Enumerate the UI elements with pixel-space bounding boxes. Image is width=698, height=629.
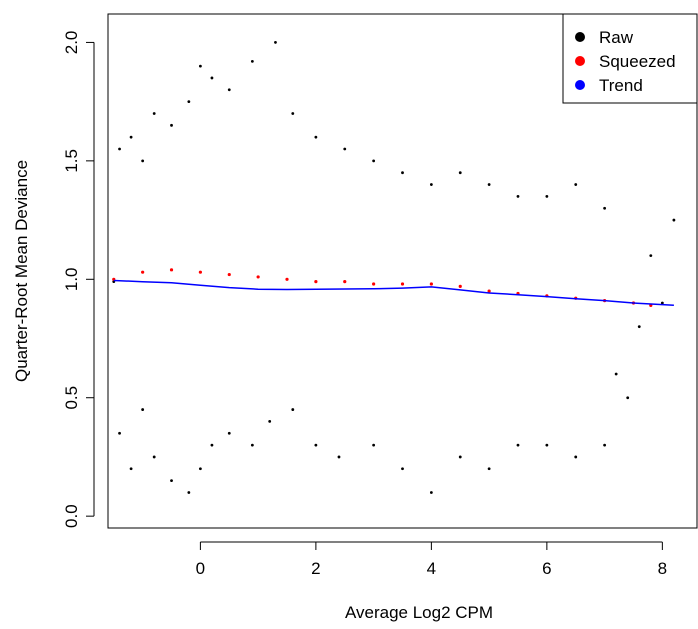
raw-point xyxy=(401,467,404,471)
raw-point xyxy=(227,88,231,92)
raw-point xyxy=(291,112,295,115)
squeezed-point xyxy=(429,282,433,286)
raw-points-layer xyxy=(112,41,676,494)
legend-squeezed-label: Squeezed xyxy=(599,52,676,71)
legend-squeezed-marker xyxy=(575,56,585,66)
raw-point xyxy=(614,372,618,376)
raw-point xyxy=(314,443,318,447)
raw-point xyxy=(198,467,202,471)
raw-point xyxy=(141,408,145,411)
raw-point xyxy=(118,147,121,151)
raw-point xyxy=(129,135,133,139)
raw-point xyxy=(372,159,376,163)
raw-point xyxy=(487,467,491,471)
squeezed-point xyxy=(314,280,318,284)
x-axis-label: Average Log2 CPM xyxy=(345,603,493,622)
raw-point xyxy=(343,147,347,151)
plot-frame xyxy=(107,13,698,529)
squeezed-point xyxy=(285,277,289,281)
raw-point xyxy=(250,443,254,447)
legend-trend-label: Trend xyxy=(599,76,643,95)
raw-point xyxy=(672,218,676,222)
squeezed-point xyxy=(198,270,202,274)
raw-point xyxy=(429,491,433,494)
y-tick-label: 1.5 xyxy=(62,149,81,173)
raw-point xyxy=(337,455,341,459)
raw-point xyxy=(603,443,607,447)
y-tick-label: 0.0 xyxy=(62,504,81,528)
raw-point xyxy=(314,135,318,139)
raw-point xyxy=(210,443,214,447)
raw-point xyxy=(170,123,173,127)
raw-point xyxy=(268,420,272,423)
squeezed-point xyxy=(169,268,174,272)
raw-point xyxy=(227,431,231,435)
raw-point xyxy=(198,64,202,68)
raw-point xyxy=(401,171,404,175)
raw-point xyxy=(250,59,254,63)
squeezed-points-layer xyxy=(112,268,653,307)
x-tick-label: 8 xyxy=(658,559,667,578)
raw-point xyxy=(487,183,491,186)
x-axis: 0 2 4 6 8 xyxy=(196,541,667,578)
raw-point xyxy=(516,194,520,198)
squeezed-point xyxy=(487,289,491,293)
raw-point xyxy=(545,443,549,447)
raw-point xyxy=(152,112,156,115)
y-axis-label: Quarter-Root Mean Deviance xyxy=(12,160,31,382)
raw-point xyxy=(603,206,607,210)
raw-point xyxy=(626,396,630,400)
squeezed-point xyxy=(141,270,145,274)
raw-point xyxy=(129,467,133,471)
squeezed-point xyxy=(227,272,231,277)
raw-point xyxy=(429,183,433,186)
raw-point xyxy=(660,301,664,305)
legend-box xyxy=(562,13,698,104)
raw-point xyxy=(649,254,653,258)
raw-point xyxy=(187,491,191,494)
legend-trend-marker xyxy=(575,80,585,90)
squeezed-point xyxy=(256,275,260,279)
x-tick-label: 0 xyxy=(196,559,205,578)
raw-point xyxy=(170,479,173,483)
raw-point xyxy=(274,41,277,44)
raw-point xyxy=(210,76,214,80)
raw-point xyxy=(516,443,520,447)
raw-point xyxy=(458,171,462,175)
raw-point xyxy=(458,455,462,459)
squeezed-point xyxy=(458,284,462,288)
raw-point xyxy=(574,455,578,459)
squeezed-point xyxy=(400,282,405,286)
raw-point xyxy=(141,159,145,163)
trend-line xyxy=(113,279,674,307)
raw-point xyxy=(152,455,156,459)
raw-point xyxy=(372,443,376,447)
squeezed-point xyxy=(343,280,347,284)
y-tick-label: 2.0 xyxy=(62,31,81,55)
legend-raw-marker xyxy=(575,32,585,42)
y-tick-label: 0.5 xyxy=(62,386,81,410)
x-tick-label: 4 xyxy=(427,559,436,578)
y-tick-label: 1.0 xyxy=(62,267,81,291)
trend-line-layer xyxy=(113,279,674,307)
x-tick-label: 6 xyxy=(542,559,551,578)
legend: Raw Squeezed Trend xyxy=(562,13,698,104)
x-tick-label: 2 xyxy=(311,559,320,578)
raw-point xyxy=(545,194,549,198)
y-axis: 0.0 0.5 1.0 1.5 2.0 xyxy=(62,31,95,528)
squeezed-point xyxy=(372,282,376,286)
raw-point xyxy=(637,325,641,329)
raw-point xyxy=(118,431,121,435)
raw-point xyxy=(291,408,295,411)
raw-point xyxy=(574,183,578,186)
legend-raw-label: Raw xyxy=(599,28,634,47)
raw-point xyxy=(187,100,191,104)
